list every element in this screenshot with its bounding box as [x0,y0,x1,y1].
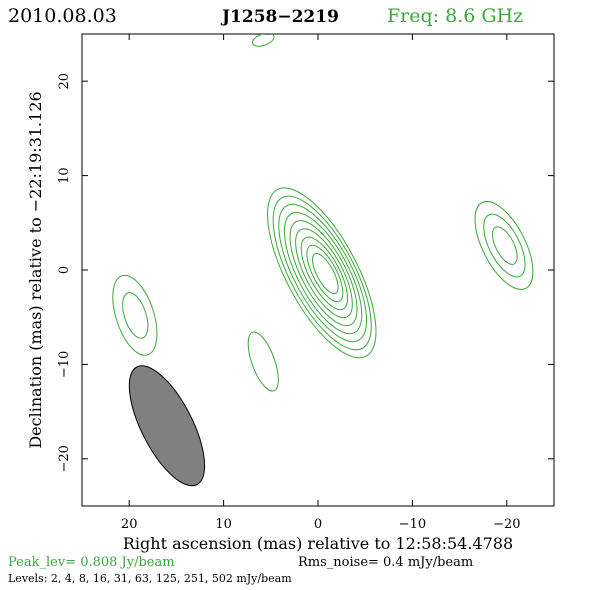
contour-core-5 [289,220,358,327]
contour-core-6 [295,228,353,319]
beam-ellipse [128,365,206,487]
y-tick-label: −20 [57,445,72,472]
y-tick-label: 10 [57,167,72,184]
contour-core-4 [283,211,363,335]
x-tick-label: −20 [493,517,520,532]
contour-core-9 [312,252,339,295]
contour-core-1 [267,187,377,359]
y-axis-label: Declination (mas) relative to −22:19:31.… [26,91,45,448]
contour-north-1 [251,34,275,47]
y-tick-label: 0 [57,266,72,274]
contour-east-1 [112,274,158,356]
contour-levels: Levels: 2, 4, 8, 16, 31, 63, 125, 251, 5… [8,572,292,585]
x-tick-label: 0 [314,517,322,532]
source-name: J1258−2219 [220,7,339,27]
tick-labels: 20 10 0 −10 −20 20 10 0 −10 −20 [57,73,521,532]
contour-west-2 [483,213,526,278]
y-tick-label: −10 [57,351,72,378]
peak-level: Peak_lev= 0.808 Jy/beam [8,555,175,570]
frequency-label: Freq: 8.6 GHz [387,5,523,27]
rms-noise: Rms_noise= 0.4 mJy/beam [298,555,473,570]
x-tick-label: 10 [215,517,232,532]
observation-date: 2010.08.03 [8,5,117,27]
y-tick-label: 20 [57,73,72,90]
contour-core-7 [300,236,349,311]
contour-west-1 [474,200,534,290]
contour-west-3 [492,226,518,265]
contour-core-3 [278,203,368,343]
beam-layer [128,365,206,487]
contour-core-8 [306,244,344,303]
contour-east-2 [122,292,149,339]
contour-south-east-1 [247,331,279,392]
axis-ticks [82,34,554,506]
x-tick-label: 20 [121,517,138,532]
x-tick-label: −10 [399,517,426,532]
x-axis-label: Right ascension (mas) relative to 12:58:… [123,534,513,553]
contour-core-2 [272,195,372,351]
contour-layer [112,34,534,392]
